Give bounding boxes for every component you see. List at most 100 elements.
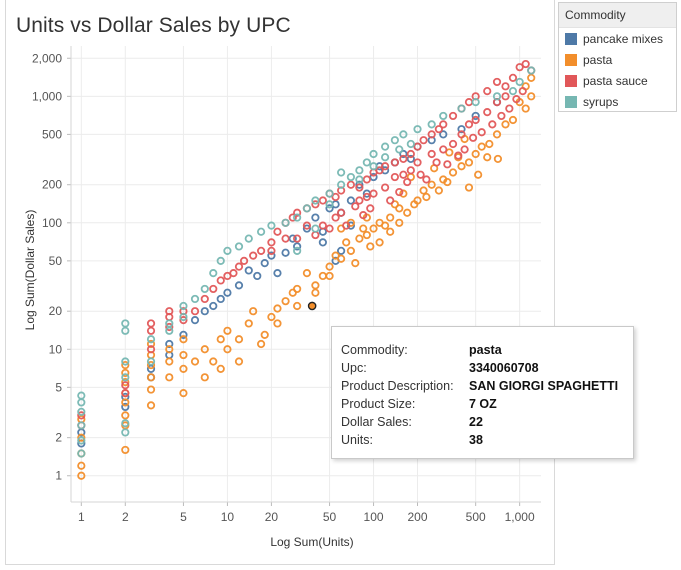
data-point-pasta[interactable] (474, 170, 483, 179)
data-point-pancake-mixes[interactable] (209, 301, 218, 311)
data-point-syrups[interactable] (77, 436, 86, 445)
data-point-pasta[interactable] (77, 471, 86, 480)
data-point-syrups[interactable] (471, 98, 480, 107)
data-point-syrups[interactable] (121, 373, 130, 382)
data-point-pasta-sauce[interactable] (318, 196, 327, 205)
data-point-pasta[interactable] (346, 246, 356, 255)
data-point-pasta-sauce[interactable] (413, 142, 422, 151)
data-point-syrups[interactable] (337, 168, 346, 177)
data-point-pasta-sauce[interactable] (406, 149, 415, 159)
data-point-syrups[interactable] (256, 227, 266, 236)
data-point-syrups[interactable] (223, 246, 232, 255)
data-point-pasta-sauce[interactable] (362, 175, 371, 184)
data-point-pasta[interactable] (457, 162, 466, 171)
data-point-syrups[interactable] (362, 158, 371, 167)
data-point-syrups[interactable] (355, 166, 364, 175)
data-point-pasta-sauce[interactable] (355, 183, 364, 192)
data-point-syrups[interactable] (369, 149, 378, 159)
data-point-pasta-sauce[interactable] (457, 130, 466, 139)
data-point-pasta[interactable] (234, 357, 244, 366)
data-points-layer[interactable] (77, 59, 536, 480)
data-point-pasta-sauce[interactable] (422, 175, 431, 184)
data-point-pasta-sauce[interactable] (454, 151, 463, 160)
data-point-pasta[interactable] (146, 401, 156, 410)
data-point-syrups[interactable] (399, 130, 408, 139)
data-point-pasta-sauce[interactable] (492, 77, 502, 87)
data-point-pasta-sauce[interactable] (399, 154, 408, 164)
data-point-pancake-mixes[interactable] (234, 281, 244, 290)
data-point-pasta[interactable] (190, 357, 200, 366)
data-point-pasta[interactable] (244, 319, 253, 328)
data-point-pasta[interactable] (200, 345, 209, 354)
data-point-pancake-mixes[interactable] (165, 339, 174, 349)
data-point-pancake-mixes[interactable] (325, 204, 334, 213)
data-point-pancake-mixes[interactable] (293, 242, 302, 251)
data-point-pancake-mixes[interactable] (346, 196, 356, 205)
data-point-pancake-mixes[interactable] (302, 224, 312, 233)
data-point-pasta-sauce[interactable] (146, 326, 156, 335)
data-point-syrups[interactable] (395, 145, 404, 154)
data-point-pasta-sauce[interactable] (216, 276, 225, 285)
data-point-pasta[interactable] (256, 339, 266, 349)
data-point-pasta[interactable] (419, 186, 428, 195)
highlighted-data-point[interactable] (307, 301, 317, 311)
data-point-pasta[interactable] (165, 357, 174, 366)
data-point-pasta-sauce[interactable] (355, 196, 364, 205)
data-point-pancake-mixes[interactable] (318, 238, 327, 247)
data-point-pasta[interactable] (445, 148, 454, 157)
data-point-pasta-sauce[interactable] (375, 166, 384, 175)
data-point-pasta[interactable] (146, 339, 156, 349)
data-point-pasta[interactable] (179, 364, 188, 373)
data-point-pasta-sauce[interactable] (288, 213, 297, 222)
data-point-pasta[interactable] (342, 238, 351, 247)
data-point-pasta-sauce[interactable] (505, 104, 514, 113)
data-point-pancake-mixes[interactable] (121, 402, 130, 412)
data-point-syrups[interactable] (77, 421, 86, 430)
data-point-pasta[interactable] (249, 307, 258, 316)
data-point-pasta[interactable] (501, 120, 510, 129)
data-point-pasta-sauce[interactable] (337, 208, 346, 217)
data-point-pancake-mixes[interactable] (190, 316, 200, 325)
data-point-pancake-mixes[interactable] (216, 294, 225, 304)
data-point-pasta-sauce[interactable] (381, 162, 390, 171)
data-point-pasta[interactable] (395, 218, 404, 227)
data-point-pasta-sauce[interactable] (267, 246, 276, 255)
data-point-pasta[interactable] (448, 168, 458, 177)
data-point-pasta[interactable] (464, 158, 474, 167)
data-point-pasta[interactable] (386, 213, 395, 222)
data-point-pasta-sauce[interactable] (331, 213, 340, 222)
data-point-pasta[interactable] (325, 262, 334, 271)
data-point-syrups[interactable] (527, 66, 536, 75)
data-point-pasta[interactable] (165, 345, 174, 354)
data-point-pasta[interactable] (403, 208, 412, 217)
data-point-pasta-sauce[interactable] (477, 128, 486, 137)
data-point-syrups[interactable] (121, 357, 130, 366)
data-point-pasta-sauce[interactable] (427, 149, 436, 159)
data-point-pasta-sauce[interactable] (200, 294, 209, 304)
data-point-pasta[interactable] (121, 378, 130, 387)
data-point-pasta-sauce[interactable] (311, 200, 320, 209)
data-point-syrups[interactable] (337, 180, 346, 189)
data-point-pasta-sauce[interactable] (229, 269, 238, 278)
data-point-pasta-sauce[interactable] (366, 204, 375, 213)
data-point-pasta[interactable] (399, 189, 408, 198)
data-point-pasta[interactable] (325, 271, 334, 281)
data-point-pancake-mixes[interactable] (281, 248, 290, 257)
data-point-syrups[interactable] (146, 357, 156, 366)
data-point-pancake-mixes[interactable] (346, 221, 356, 230)
data-point-pasta-sauce[interactable] (497, 111, 506, 121)
data-point-pasta-sauce[interactable] (427, 130, 436, 139)
data-point-pasta[interactable] (223, 326, 232, 335)
data-point-pancake-mixes[interactable] (457, 125, 466, 134)
data-point-pasta[interactable] (427, 180, 436, 189)
data-point-syrups[interactable] (390, 136, 399, 145)
data-point-pancake-mixes[interactable] (146, 364, 156, 373)
data-point-pasta[interactable] (77, 433, 86, 442)
data-point-pasta-sauce[interactable] (403, 177, 412, 187)
data-point-pasta[interactable] (527, 92, 536, 101)
data-point-pasta-sauce[interactable] (468, 133, 478, 142)
data-point-pasta-sauce[interactable] (390, 172, 399, 182)
data-point-pasta-sauce[interactable] (488, 120, 497, 129)
data-point-pancake-mixes[interactable] (355, 180, 364, 189)
data-point-syrups[interactable] (146, 335, 156, 344)
